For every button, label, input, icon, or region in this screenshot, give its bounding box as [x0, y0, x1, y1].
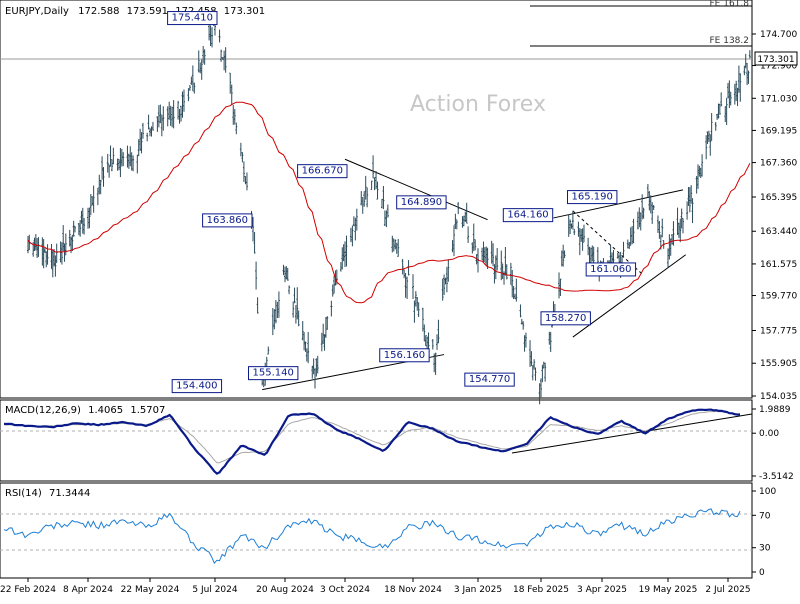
level-label-box: [396, 195, 447, 210]
time-axis-label: 3 Oct 2024: [320, 585, 370, 595]
price-axis-label: 174.700: [760, 30, 797, 40]
time-axis: 22 Feb 2024 8 Apr 2024 22 May 2024 5 Jul 20…: [0, 578, 751, 595]
time-axis-label: 20 Aug 2024: [256, 585, 314, 595]
price-axis-label: 165.395: [760, 193, 797, 203]
level-label: 164.890: [401, 197, 442, 208]
rsi-axis-label: 0: [759, 568, 765, 578]
trendline: [344, 158, 488, 221]
level-label: 165.190: [572, 192, 613, 203]
time-axis-label: 22 Feb 2024: [0, 585, 56, 595]
main-panel: [0, 0, 753, 399]
level-label-box: [167, 11, 218, 26]
macd-header-title: MACD(12,26,9): [5, 405, 81, 416]
time-axis-label: 2 Jul 2025: [705, 585, 750, 595]
time-axis-label: 18 Feb 2025: [513, 585, 569, 595]
main-header-close: 173.301: [224, 6, 265, 17]
level-label: 161.060: [590, 264, 631, 275]
macd-header: MACD(12,26,9) 1.4065 1.5707: [5, 405, 165, 416]
rsi-line: [3, 508, 741, 565]
price-axis-label: 167.360: [760, 159, 797, 169]
level-label-box: [585, 262, 637, 277]
level-label: 166.670: [302, 166, 343, 177]
time-axis-label: 8 Apr 2024: [63, 585, 113, 595]
price-axis-label: 157.775: [760, 326, 797, 336]
last-price-tag-text: 173.301: [757, 55, 794, 65]
level-labels: 175.410 166.670 164.890 164.160 165.190 163.8…: [167, 11, 637, 394]
time-axis-label: 19 May 2025: [639, 585, 698, 595]
rsi-header-value: 71.3444: [49, 488, 90, 499]
price-axis-label: 163.440: [760, 227, 797, 237]
trendline: [572, 254, 687, 338]
rsi-axis: 100 70 30 0: [752, 487, 776, 578]
rsi-axis-label: 30: [759, 544, 771, 554]
macd-header-main: 1.4065: [88, 405, 123, 416]
price-axis-label: 154.035: [760, 392, 797, 402]
level-label-box: [464, 372, 515, 387]
macd-axis-label: -3.5142: [759, 472, 794, 482]
price-tag-icon: [754, 51, 798, 66]
last-price-tag: 173.301: [754, 51, 798, 66]
fe-161-label: FE 161.8: [710, 0, 750, 9]
price-axis-label: 172.900: [760, 62, 797, 72]
level-label-box: [171, 379, 223, 394]
time-axis-label: 22 May 2024: [121, 585, 180, 595]
rsi-axis-label: 100: [759, 487, 776, 497]
level-label: 158.270: [545, 313, 586, 324]
macd-axis-label: 1.9889: [759, 405, 791, 415]
watermark: Action Forex: [410, 92, 546, 117]
main-header-symbol: EURJPY,Daily: [5, 6, 69, 17]
time-axis-label: 5 Jul 2024: [192, 585, 237, 595]
price-axis-label: 159.770: [760, 292, 797, 302]
time-axis-label: 3 Jan 2025: [454, 585, 502, 595]
level-label: 175.410: [172, 13, 213, 24]
level-label: 154.400: [176, 381, 217, 392]
macd-axis: 1.9889 0.00 -3.5142: [752, 405, 794, 482]
moving-average-line: [27, 101, 751, 304]
rsi-axis-label: 70: [759, 511, 771, 521]
price-axis-label: 161.575: [760, 260, 797, 270]
trendline: [553, 189, 684, 219]
level-label-box: [248, 366, 299, 381]
price-axis-label: 155.905: [760, 359, 797, 369]
price-axis: 174.700 172.900 171.030 169.195 167.360 165.3…: [752, 30, 797, 402]
level-label-box: [567, 190, 618, 205]
main-header-high: 173.591: [127, 6, 168, 17]
level-label-box: [202, 213, 253, 228]
main-header-open: 172.588: [78, 6, 119, 17]
macd-panel: [0, 399, 753, 482]
level-label: 164.160: [507, 210, 548, 221]
macd-main-line: [3, 408, 741, 475]
level-label: 154.770: [469, 374, 510, 385]
price-axis-label: 169.195: [760, 126, 797, 136]
macd-header-signal: 1.5707: [130, 405, 165, 416]
time-axis-label: 18 Nov 2024: [384, 585, 442, 595]
price-axis-label: 171.030: [760, 94, 797, 104]
main-header: EURJPY,Daily 172.588 173.591 172.458 173…: [5, 6, 265, 17]
level-label: 163.860: [207, 215, 248, 226]
level-label: 155.140: [253, 368, 294, 379]
time-axis-label: 3 Apr 2025: [577, 585, 627, 595]
level-label-box: [540, 311, 591, 326]
rsi-panel: [0, 482, 753, 579]
rsi-header-title: RSI(14): [5, 488, 42, 499]
level-label-box: [297, 164, 348, 179]
macd-axis-label: 0.00: [759, 429, 779, 439]
macd-trendline: [511, 413, 753, 454]
level-label: 156.160: [384, 350, 425, 361]
level-label-box: [502, 208, 554, 223]
rsi-header: RSI(14) 71.3444: [5, 488, 90, 499]
fe-138-label: FE 138.2: [710, 36, 750, 46]
level-label-box: [379, 348, 430, 363]
